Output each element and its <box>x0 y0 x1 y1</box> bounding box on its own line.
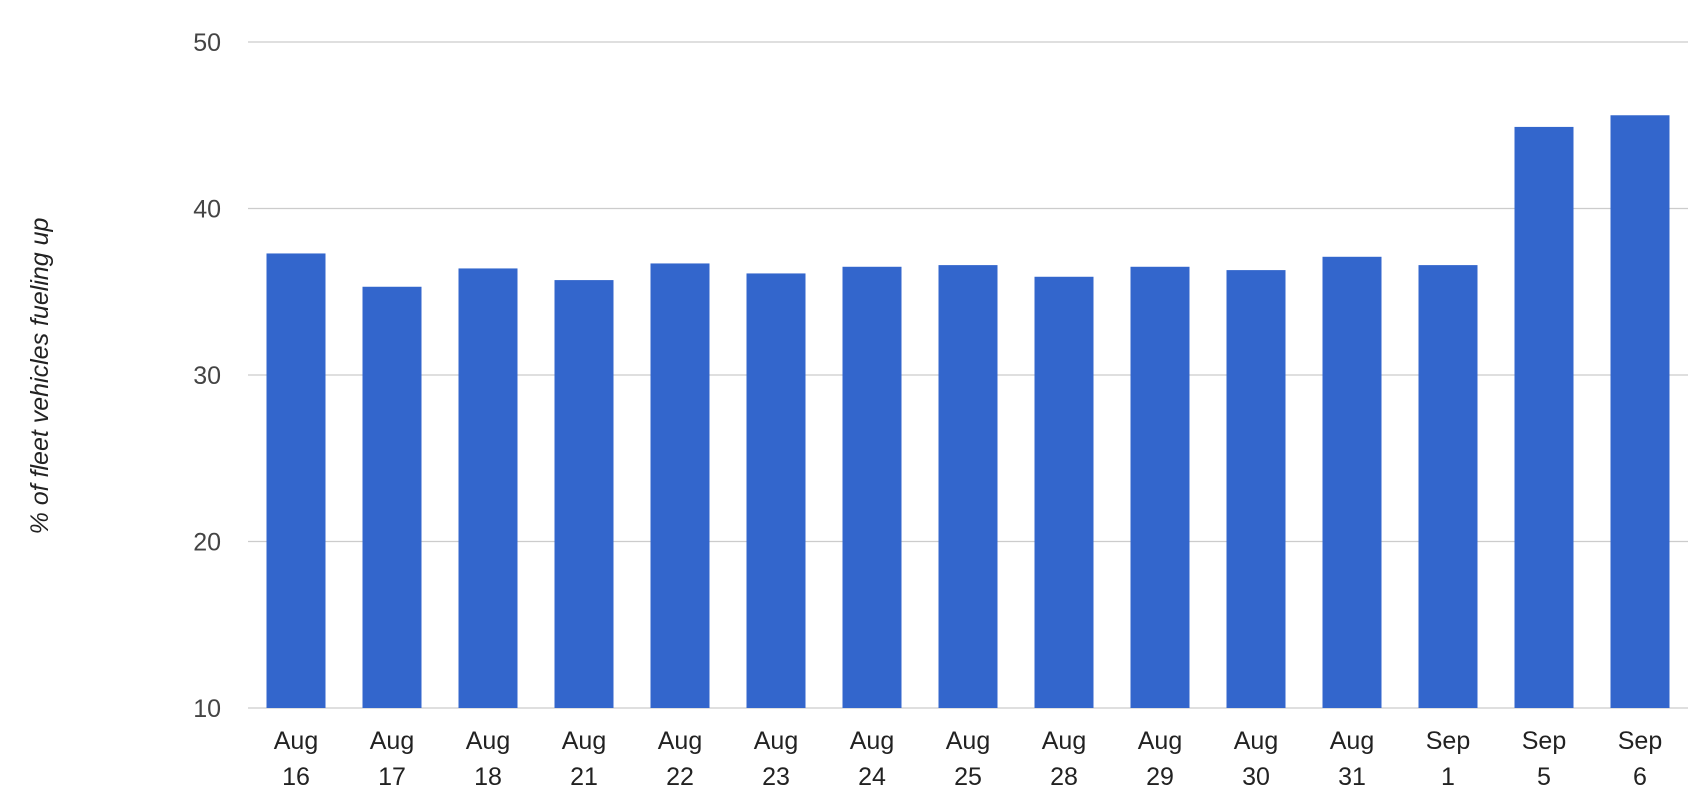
x-category-month: Aug <box>274 727 318 755</box>
bar <box>1514 126 1574 709</box>
x-category-day: 17 <box>378 763 406 791</box>
x-category-month: Aug <box>1330 727 1374 755</box>
bar <box>554 280 614 708</box>
bar <box>1226 270 1286 708</box>
y-tick-label: 40 <box>193 196 221 224</box>
bar <box>1130 266 1190 708</box>
x-category-month: Aug <box>946 727 990 755</box>
bar <box>650 263 710 708</box>
x-category-label: Sep 1 <box>1426 727 1470 791</box>
x-category-day: 23 <box>762 763 790 791</box>
x-category-month: Aug <box>370 727 414 755</box>
y-axis-title: % of fleet vehicles fueling up <box>26 217 54 534</box>
x-category-label: Aug 25 <box>946 727 990 791</box>
x-category-month: Aug <box>1042 727 1086 755</box>
x-category-label: Aug 21 <box>562 727 606 791</box>
bar <box>1034 276 1094 708</box>
bar <box>1418 265 1478 708</box>
x-category-month: Aug <box>1138 727 1182 755</box>
bar <box>746 273 806 708</box>
x-category-day: 5 <box>1537 763 1551 791</box>
x-category-day: 16 <box>282 763 310 791</box>
x-category-day: 21 <box>570 763 598 791</box>
x-category-label: Aug 28 <box>1042 727 1086 791</box>
x-category-day: 31 <box>1338 763 1366 791</box>
bar <box>842 266 902 708</box>
x-category-label: Aug 29 <box>1138 727 1182 791</box>
x-category-month: Aug <box>562 727 606 755</box>
x-category-day: 25 <box>954 763 982 791</box>
x-category-day: 22 <box>666 763 694 791</box>
bar <box>1610 115 1670 708</box>
x-category-day: 18 <box>474 763 502 791</box>
x-category-label: Aug 31 <box>1330 727 1374 791</box>
x-category-label: Aug 23 <box>754 727 798 791</box>
x-category-month: Aug <box>754 727 798 755</box>
x-category-month: Sep <box>1522 727 1566 755</box>
y-tick-label: 10 <box>193 695 221 723</box>
y-axis-tick-labels: 10 20 30 40 50 <box>193 29 221 723</box>
y-tick-label: 30 <box>193 362 221 390</box>
x-category-day: 28 <box>1050 763 1078 791</box>
x-category-label: Aug 17 <box>370 727 414 791</box>
x-category-label: Sep 6 <box>1618 727 1662 791</box>
bar <box>266 253 326 708</box>
bar <box>1322 256 1382 708</box>
x-category-day: 29 <box>1146 763 1174 791</box>
x-category-label: Aug 22 <box>658 727 702 791</box>
x-category-month: Sep <box>1426 727 1470 755</box>
x-category-month: Sep <box>1618 727 1662 755</box>
x-category-label: Aug 18 <box>466 727 510 791</box>
x-category-label: Sep 5 <box>1522 727 1566 791</box>
x-category-month: Aug <box>1234 727 1278 755</box>
x-category-day: 24 <box>858 763 886 791</box>
x-category-label: Aug 30 <box>1234 727 1278 791</box>
bars <box>266 115 1670 709</box>
x-category-month: Aug <box>850 727 894 755</box>
bar <box>938 265 998 708</box>
x-category-month: Aug <box>466 727 510 755</box>
x-category-month: Aug <box>658 727 702 755</box>
x-category-day: 1 <box>1441 763 1455 791</box>
y-tick-label: 50 <box>193 29 221 57</box>
x-category-label: Aug 16 <box>274 727 318 791</box>
x-category-day: 6 <box>1633 763 1647 791</box>
bar <box>458 268 518 708</box>
x-category-day: 30 <box>1242 763 1270 791</box>
x-category-label: Aug 24 <box>850 727 894 791</box>
y-tick-label: 20 <box>193 529 221 557</box>
bar <box>362 286 422 708</box>
